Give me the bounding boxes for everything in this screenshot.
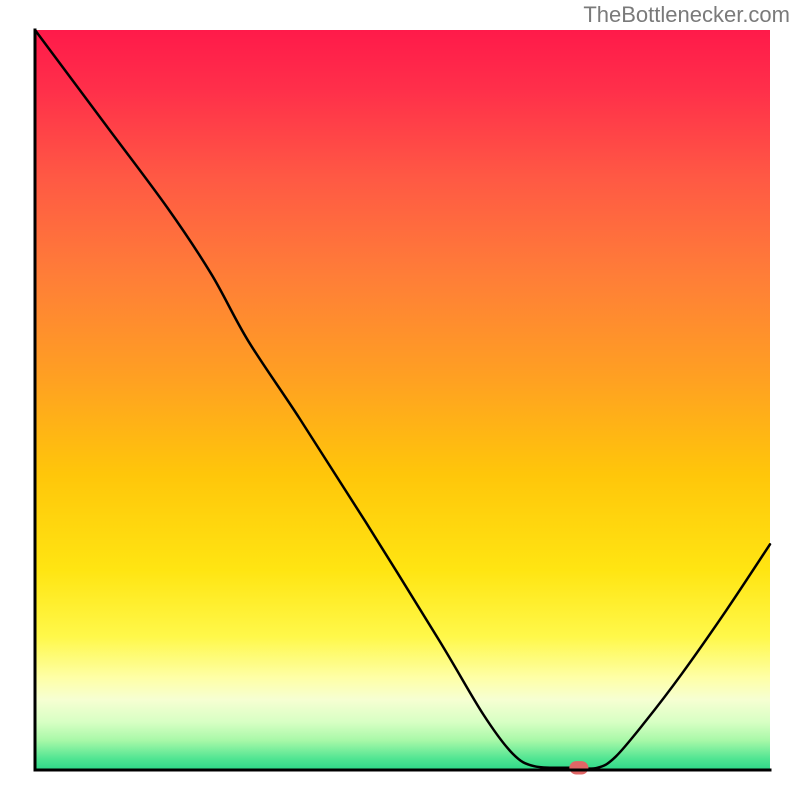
watermark-text: TheBottlenecker.com	[583, 2, 790, 28]
gradient-background	[35, 30, 770, 770]
optimum-marker	[569, 761, 588, 774]
bottleneck-chart	[0, 0, 800, 800]
